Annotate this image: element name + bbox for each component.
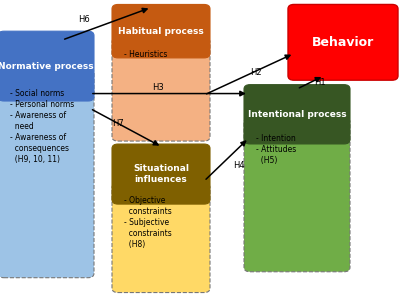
FancyBboxPatch shape	[288, 4, 398, 80]
Text: Normative process: Normative process	[0, 61, 94, 71]
Text: - Social norms
- Personal norms
- Awareness of
  need
- Awareness of
  consequen: - Social norms - Personal norms - Awaren…	[10, 89, 74, 164]
Text: - Heuristics: - Heuristics	[124, 50, 167, 59]
Text: Intentional process: Intentional process	[248, 110, 346, 119]
FancyBboxPatch shape	[112, 183, 210, 293]
FancyBboxPatch shape	[244, 118, 350, 272]
Text: - Intention
- Attitudes
  (H5): - Intention - Attitudes (H5)	[256, 134, 296, 165]
FancyBboxPatch shape	[0, 31, 94, 101]
FancyBboxPatch shape	[112, 38, 210, 141]
Text: H1: H1	[314, 78, 326, 87]
Text: H6: H6	[78, 15, 90, 24]
Text: H4: H4	[233, 161, 245, 170]
Text: - Objective
  constraints
- Subjective
  constraints
  (H8): - Objective constraints - Subjective con…	[124, 196, 172, 249]
Text: Habitual process: Habitual process	[118, 27, 204, 36]
FancyBboxPatch shape	[0, 68, 94, 278]
Text: H3: H3	[152, 83, 164, 92]
FancyBboxPatch shape	[244, 85, 350, 144]
Text: H2: H2	[250, 68, 262, 77]
Text: H7: H7	[112, 119, 124, 128]
Text: Situational
influences: Situational influences	[133, 164, 189, 184]
FancyBboxPatch shape	[112, 144, 210, 204]
FancyBboxPatch shape	[112, 4, 210, 58]
Text: Behavior: Behavior	[312, 36, 374, 49]
